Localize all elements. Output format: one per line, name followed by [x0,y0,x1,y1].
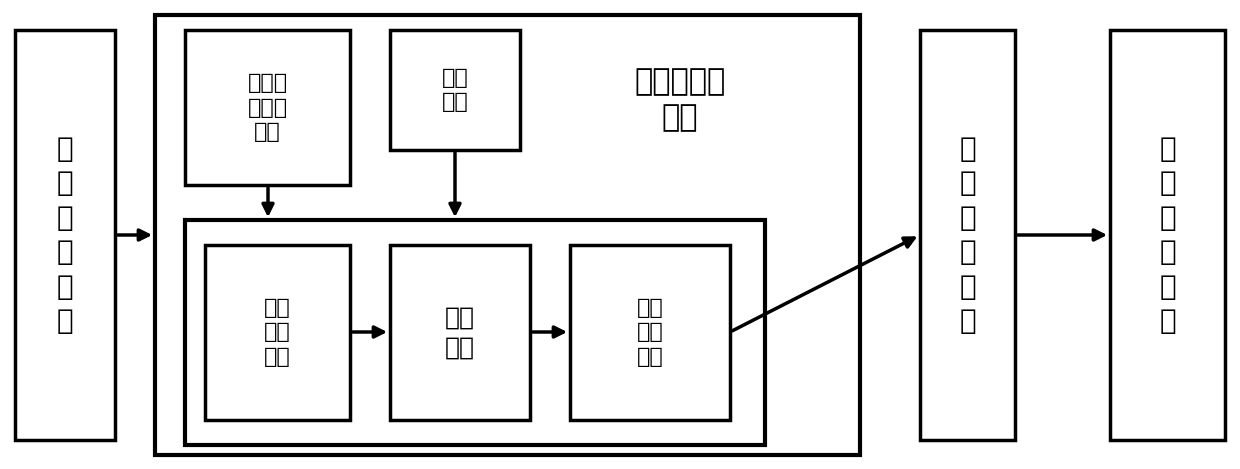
Text: 光源强
度矫正
模块: 光源强 度矫正 模块 [248,73,288,142]
Text: 图
像
获
取
单
元: 图 像 获 取 单 元 [57,135,73,335]
Text: 图
像
输
出
单
元: 图 像 输 出 单 元 [1159,135,1176,335]
Bar [185,30,350,185]
Bar [15,30,115,440]
Text: 灰度
调整
模块: 灰度 调整 模块 [636,298,663,367]
Bar [185,220,765,445]
Bar [1110,30,1225,440]
Bar [391,245,529,420]
Text: 图
像
处
理
单
元: 图 像 处 理 单 元 [960,135,976,335]
Text: 去雾
模块: 去雾 模块 [441,68,469,113]
Text: 图像预处理
单元: 图像预处理 单元 [635,68,725,132]
Bar [920,30,1016,440]
Bar [155,15,861,455]
Bar [205,245,350,420]
Text: 边界
确定
模块: 边界 确定 模块 [264,298,291,367]
Text: 均值
模块: 均值 模块 [445,306,475,359]
Bar [391,30,520,150]
Bar [570,245,730,420]
